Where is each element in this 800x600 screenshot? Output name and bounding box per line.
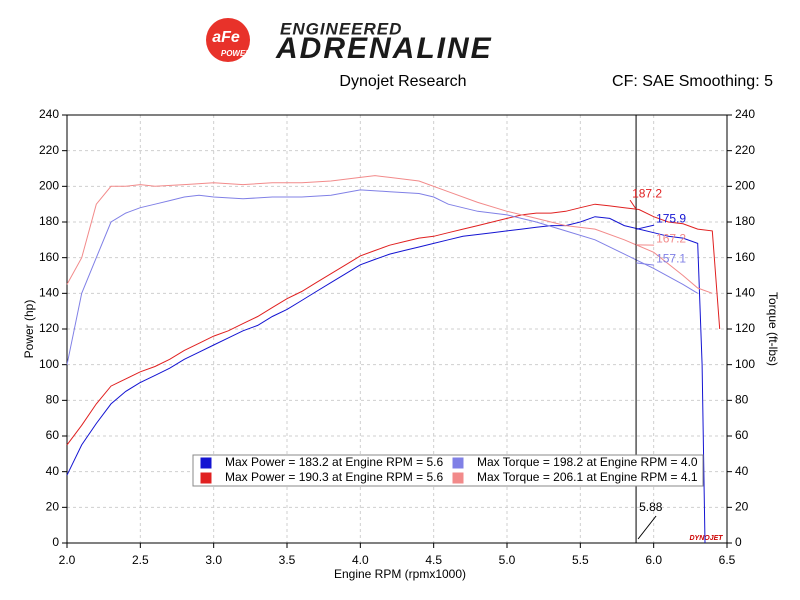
logo-badge-sub: POWER xyxy=(221,49,251,58)
legend-label: Max Torque = 198.2 at Engine RPM = 4.0 xyxy=(477,455,698,469)
cursor-reading: 167.2 xyxy=(656,231,686,245)
y-tick-label: 60 xyxy=(46,428,60,442)
series-line xyxy=(66,175,713,294)
reading-arrow xyxy=(636,262,655,266)
plot-frame xyxy=(66,114,728,544)
reading-arrow xyxy=(629,199,637,210)
legend-box xyxy=(192,454,704,487)
y-tick-label: 200 xyxy=(39,179,59,193)
brand: DYNOJET xyxy=(689,535,723,542)
legend-swatch xyxy=(451,471,465,485)
legend-label: Max Power = 183.2 at Engine RPM = 5.6 xyxy=(225,455,443,469)
y2-tick-label: 80 xyxy=(735,393,749,407)
reading-arrow xyxy=(635,224,655,230)
y2-tick-label: 60 xyxy=(735,428,749,442)
logo-badge-text: aFe xyxy=(212,29,240,46)
y2-tick-label: 40 xyxy=(735,464,749,478)
series-line xyxy=(66,203,721,446)
logo-main: ADRENALINE xyxy=(275,32,493,65)
x-tick-label: 3.5 xyxy=(279,553,296,567)
series-line xyxy=(66,216,706,544)
y-tick-label: 220 xyxy=(39,143,59,157)
cursor-reading: 157.1 xyxy=(656,251,686,265)
y2-tick-label: 120 xyxy=(735,321,755,335)
cursor-reading: 187.2 xyxy=(632,186,662,200)
x-tick-label: 2.5 xyxy=(132,553,149,567)
logo-top: ENGINEERED xyxy=(280,19,402,38)
logo: aFe POWER ENGINEERED ADRENALINE xyxy=(206,18,493,65)
series-line xyxy=(66,189,698,365)
legend: Max Power = 183.2 at Engine RPM = 5.6Max… xyxy=(192,454,704,487)
cursor-reading: 175.9 xyxy=(656,211,686,225)
x-axis-label: Engine RPM (rpmx1000) xyxy=(334,567,466,581)
y2-tick-label: 200 xyxy=(735,179,755,193)
y-tick-label: 140 xyxy=(39,286,59,300)
y2-axis-label: Torque (ft-lbs) xyxy=(766,292,780,366)
legend-label: Max Power = 190.3 at Engine RPM = 5.6 xyxy=(225,470,443,484)
y-tick-label: 120 xyxy=(39,321,59,335)
y-tick-label: 180 xyxy=(39,214,59,228)
y2-tick-label: 0 xyxy=(735,535,742,549)
legend-swatch xyxy=(451,456,465,470)
y2-tick-label: 20 xyxy=(735,500,749,514)
cursor-arrow xyxy=(637,515,657,540)
x-tick-label: 5.0 xyxy=(499,553,516,567)
y2-tick-label: 220 xyxy=(735,143,755,157)
y-tick-label: 20 xyxy=(46,500,60,514)
x-tick-label: 3.0 xyxy=(205,553,222,567)
y2-tick-label: 100 xyxy=(735,357,755,371)
y-axis-label: Power (hp) xyxy=(22,300,36,359)
x-tick-label: 4.0 xyxy=(352,553,369,567)
y-tick-label: 0 xyxy=(52,535,59,549)
x-tick-label: 2.0 xyxy=(59,553,76,567)
y2-tick-label: 140 xyxy=(735,286,755,300)
legend-label: Max Torque = 206.1 at Engine RPM = 4.1 xyxy=(477,470,698,484)
x-tick-label: 6.5 xyxy=(719,553,736,567)
legend-swatch xyxy=(199,471,213,485)
x-tick-label: 4.5 xyxy=(425,553,442,567)
y-tick-label: 160 xyxy=(39,250,59,264)
x-tick-label: 5.5 xyxy=(572,553,589,567)
y-tick-label: 80 xyxy=(46,393,60,407)
chart-title: Dynojet Research xyxy=(339,73,466,90)
cursor-label: 5.88 xyxy=(639,500,663,514)
y2-tick-label: 180 xyxy=(735,214,755,228)
y-tick-label: 100 xyxy=(39,357,59,371)
logo-badge xyxy=(206,18,250,62)
y2-tick-label: 160 xyxy=(735,250,755,264)
x-tick-label: 6.0 xyxy=(645,553,662,567)
y-tick-label: 40 xyxy=(46,464,60,478)
chart-subtitle: CF: SAE Smoothing: 5 xyxy=(612,73,773,90)
y-tick-label: 240 xyxy=(39,107,59,121)
legend-swatch xyxy=(199,456,213,470)
y2-tick-label: 240 xyxy=(735,107,755,121)
